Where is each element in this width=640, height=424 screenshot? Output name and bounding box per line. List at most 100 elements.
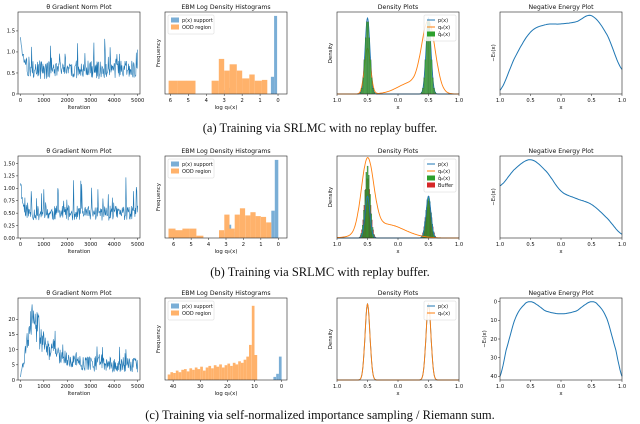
bar-ood (251, 305, 255, 380)
plot-area (20, 304, 138, 378)
bar-support (273, 376, 277, 380)
hist-qx (427, 196, 430, 239)
x-tick-label: 2000 (61, 384, 74, 390)
chart-title: EBM Log Density Histograms (181, 290, 270, 297)
bar-ood (208, 365, 212, 380)
series-gradient-norm (20, 37, 138, 80)
x-tick-label: 3000 (84, 98, 97, 104)
bar-ood (229, 228, 235, 238)
x-axis-label: Iteration (68, 391, 91, 397)
bar-ood (219, 364, 222, 380)
bar-ood (194, 367, 198, 380)
chart-c1: θ Gradient Norm Plot 0 1000 2000 3000 4000 500… (8, 290, 144, 397)
plot-area (499, 159, 623, 235)
x-tick-label: 1 (259, 242, 262, 248)
legend-label: p(x) (438, 162, 448, 168)
legend-label: p(x) support (182, 18, 213, 24)
y-axis-label: Density (328, 328, 334, 349)
bar-ood (230, 365, 233, 380)
bar-support (271, 210, 275, 238)
bar-ood (175, 230, 183, 238)
y-tick-label: 0.00 (3, 236, 15, 242)
legend-label: q₀(x) (438, 25, 450, 31)
plot-frame (164, 297, 288, 381)
hist-qx (366, 21, 368, 95)
y-tick-label: 15 (8, 332, 15, 338)
bar-ood (197, 369, 201, 380)
legend-swatch (427, 182, 435, 188)
x-tick-label: 1.0 (496, 384, 504, 390)
y-axis-label: −E₀(x) (491, 188, 497, 205)
bar-ood (175, 370, 179, 380)
x-tick-label: 4000 (108, 98, 121, 104)
bar-ood (242, 78, 250, 94)
chart-title: Density Plots (378, 4, 418, 11)
plot-frame (17, 297, 141, 381)
x-tick-label: 4000 (108, 242, 121, 248)
chart-title: EBM Log Density Histograms (181, 4, 270, 11)
bar-ood (249, 74, 255, 94)
hist-qx (362, 77, 364, 95)
bar-ood (213, 365, 217, 380)
hist-qx (363, 59, 366, 95)
chart-title: Density Plots (378, 290, 418, 297)
x-axis-label: x (559, 391, 563, 397)
bar-ood (254, 355, 258, 380)
bar-ood (196, 235, 204, 238)
hist-qx (429, 37, 431, 95)
legend-swatch (171, 161, 179, 167)
hist-qx (365, 37, 367, 95)
x-tick-label: 0 (19, 384, 22, 390)
x-axis-label: x (396, 105, 400, 111)
bar-ood (236, 70, 243, 94)
bar-ood (189, 368, 193, 380)
hist-qx (361, 88, 363, 95)
legend-label: q̂₀(x) (438, 176, 450, 182)
x-tick-label: 30 (197, 384, 204, 390)
chart-a2: EBM Log Density Histograms 6 5 4 3 2 1 0 log q₀(… (156, 4, 288, 111)
legend-box (167, 14, 215, 35)
chart-title: Negative Energy Plot (528, 290, 594, 297)
y-tick-label: 20 (490, 337, 497, 343)
x-tick-label: 5 (187, 98, 190, 104)
y-tick-label: 20 (8, 317, 15, 323)
x-tick-label: 1.0 (455, 242, 463, 248)
chart-a1: θ Gradient Norm Plot 0 1000 2000 3000 4000 500… (7, 4, 145, 111)
chart-a3: Density Plots 1.0 0.5 0.0 0.5 1.0 x Density p(x)… (328, 4, 463, 111)
x-tick-label: 0.5 (363, 384, 371, 390)
legend: p(x)q₀(x)q̂₀(x)Buffer (423, 158, 457, 193)
caption-a: (a) Training via SRLMC with no replay bu… (203, 121, 437, 135)
plot-area (499, 14, 623, 91)
legend-swatch (171, 303, 179, 309)
x-tick-label: 1.0 (455, 384, 463, 390)
y-tick-label: 0.75 (3, 199, 15, 205)
chart-b2: EBM Log Density Histograms 6 5 4 3 2 1 0 log q₀(… (156, 148, 288, 255)
x-tick-label: 10 (251, 384, 258, 390)
y-tick-label: 0.25 (3, 223, 15, 229)
bar-ood (182, 228, 190, 238)
x-tick-label: 4 (205, 98, 209, 104)
bar-ood (224, 365, 228, 380)
x-tick-label: 5000 (131, 384, 144, 390)
x-tick-label: 1000 (37, 384, 50, 390)
bar-ood (224, 70, 230, 94)
x-tick-label: 6 (172, 242, 175, 248)
x-axis-label: log q₀(x) (215, 105, 238, 111)
series-negative-energy (499, 159, 623, 235)
y-tick-label: 5 (12, 363, 15, 369)
x-axis-label: x (396, 391, 400, 397)
x-tick-label: 0.0 (557, 242, 565, 248)
y-tick-label: 0 (12, 378, 15, 384)
series-gradient-norm (20, 177, 138, 221)
legend-swatch (171, 17, 179, 23)
y-axis-label: Density (328, 42, 334, 63)
y-axis-label: −E₀(x) (491, 44, 497, 61)
x-tick-label: 0.5 (587, 384, 595, 390)
legend-label: OOD region (182, 311, 211, 317)
hist-qx (368, 37, 370, 95)
x-tick-label: 0.0 (557, 98, 565, 104)
hist-qx (369, 59, 372, 95)
bar-ood (227, 363, 231, 380)
